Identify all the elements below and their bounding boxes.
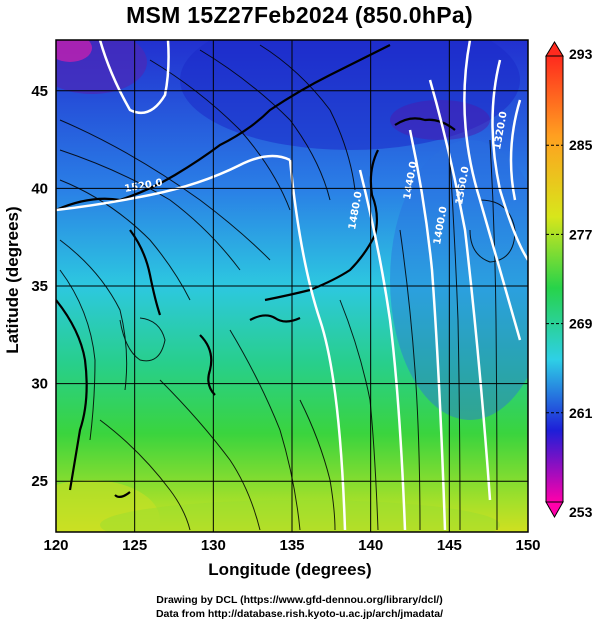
y-tick-label: 40 — [31, 180, 48, 197]
colorbar-lower-arrow — [545, 501, 564, 519]
x-tick-label: 125 — [122, 537, 147, 554]
colorbar-tick-label: 269 — [569, 316, 593, 332]
colorbar-upper-arrow — [545, 41, 564, 57]
x-axis-label: Longitude (degrees) — [208, 560, 372, 579]
y-tick-label: 45 — [31, 83, 48, 100]
colorbar-tick-label: 277 — [569, 226, 593, 242]
x-tick-label: 135 — [279, 537, 304, 554]
colorbar-tick-label: 293 — [569, 46, 593, 62]
colorbar-tick-label: 285 — [569, 137, 593, 153]
colorbar-tick-label: 261 — [569, 405, 593, 421]
colorbar-tick-label: 253 — [569, 504, 593, 520]
credit-data: Data from http://database.rish.kyoto-u.a… — [155, 608, 444, 620]
colorbar: 293 285 277 269 261 253 — [545, 41, 593, 520]
y-axis-label: Latitude (degrees) — [3, 206, 22, 354]
x-tick-label: 140 — [358, 537, 383, 554]
y-tick-label: 35 — [31, 278, 48, 295]
colorbar-ticks: 293 285 277 269 261 253 — [546, 46, 593, 520]
temperature-field — [56, 40, 528, 532]
x-tick-label: 145 — [437, 537, 462, 554]
x-tick-label: 150 — [515, 537, 540, 554]
height-contours — [56, 40, 528, 531]
y-tick-label: 30 — [31, 376, 48, 393]
map-title: MSM 15Z27Feb2024 (850.0hPa) — [126, 2, 473, 28]
y-axis-ticks: 25 30 35 40 45 — [31, 83, 48, 490]
x-axis-ticks: 120 125 130 135 140 145 150 — [43, 537, 540, 554]
y-tick-label: 25 — [31, 473, 48, 490]
grid-lines — [56, 40, 528, 532]
x-tick-label: 130 — [201, 537, 226, 554]
plot-frame — [55, 39, 529, 533]
wind-streamlines — [59, 44, 516, 531]
x-tick-label: 120 — [43, 537, 68, 554]
credit-drawing: Drawing by DCL (https://www.gfd-dennou.o… — [156, 594, 443, 606]
